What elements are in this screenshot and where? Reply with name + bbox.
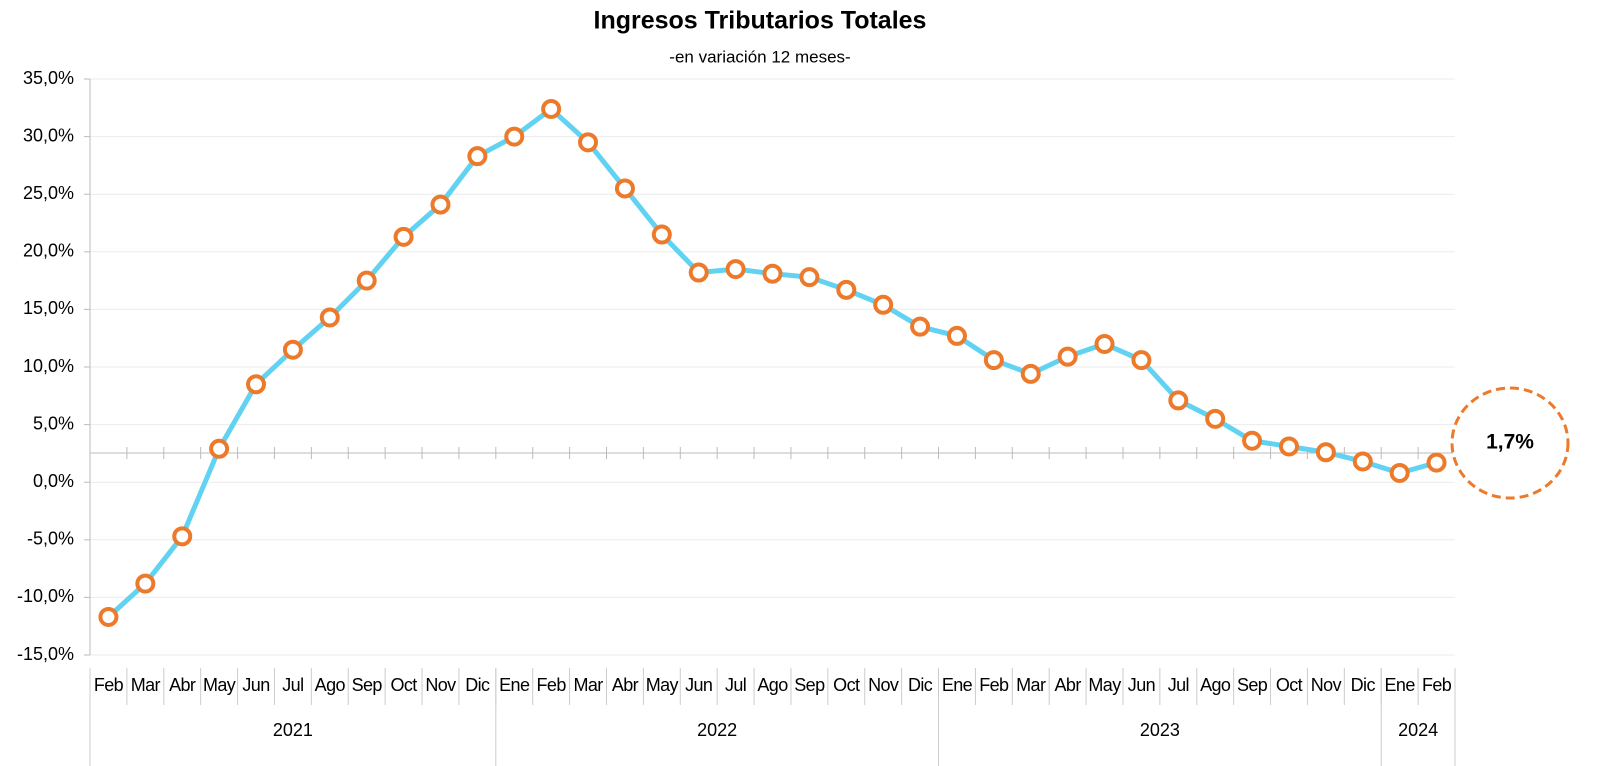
data-point (799, 267, 820, 288)
data-point (1352, 451, 1373, 472)
x-tick-label: Abr (169, 675, 196, 695)
x-tick-label: Nov (1311, 675, 1342, 695)
data-point (651, 224, 672, 245)
x-tick-label: Dic (1351, 675, 1376, 695)
x-tick-label: Ene (942, 675, 973, 695)
x-tick-label: Jun (1128, 675, 1155, 695)
x-tick-label: Dic (908, 675, 933, 695)
x-tick-label: Sep (352, 675, 383, 695)
data-point (504, 126, 525, 147)
x-tick-label: May (203, 675, 236, 695)
x-tick-label: Oct (390, 675, 417, 695)
x-tick-label: Dic (465, 675, 490, 695)
data-point (725, 259, 746, 280)
data-point (282, 339, 303, 360)
year-label: 2024 (1398, 720, 1438, 740)
x-tick-label: Ago (1200, 675, 1231, 695)
annotation: 1,7% (1486, 431, 1534, 454)
x-tick-label: Ago (757, 675, 788, 695)
data-point (172, 526, 193, 547)
data-point (541, 98, 562, 119)
y-tick-label: -15,0% (17, 644, 74, 664)
x-tick-label: Mar (131, 675, 161, 695)
data-point (614, 178, 635, 199)
x-tick-label: Sep (1237, 675, 1268, 695)
x-tick-label: Feb (94, 675, 124, 695)
data-point (319, 307, 340, 328)
x-tick-label: Abr (612, 675, 639, 695)
data-point (1426, 452, 1447, 473)
y-tick-label: -5,0% (27, 529, 74, 549)
data-point (946, 325, 967, 346)
x-tick-label: Ene (1385, 675, 1416, 695)
annotation-circle (1450, 386, 1570, 500)
data-point (910, 316, 931, 337)
data-point (1057, 346, 1078, 367)
data-point (430, 194, 451, 215)
data-point (467, 146, 488, 167)
x-tick-label: Oct (1276, 675, 1303, 695)
x-tick-label: May (646, 675, 679, 695)
y-tick-label: 30,0% (23, 125, 74, 145)
data-point (135, 573, 156, 594)
x-tick-label: Mar (1016, 675, 1046, 695)
y-tick-label: 25,0% (23, 183, 74, 203)
y-tick-label: 15,0% (23, 298, 74, 318)
x-tick-label: Sep (794, 675, 825, 695)
data-point (1168, 390, 1189, 411)
y-tick-label: 10,0% (23, 356, 74, 376)
x-tick-label: Jul (1168, 675, 1189, 695)
y-tick-label: 5,0% (33, 413, 74, 433)
data-point (873, 294, 894, 315)
data-point (246, 374, 267, 395)
y-tick-label: -10,0% (17, 586, 74, 606)
y-tick-label: 20,0% (23, 241, 74, 261)
data-point (1242, 430, 1263, 451)
x-tick-label: Jun (242, 675, 269, 695)
data-point (1094, 333, 1115, 354)
data-point (209, 438, 230, 459)
data-point (1315, 442, 1336, 463)
x-tick-label: Nov (868, 675, 899, 695)
year-label: 2023 (1140, 720, 1180, 740)
year-label: 2022 (697, 720, 737, 740)
data-point (1020, 363, 1041, 384)
x-tick-label: Abr (1055, 675, 1082, 695)
data-point (578, 132, 599, 153)
x-tick-label: May (1088, 675, 1121, 695)
year-label: 2021 (273, 720, 313, 740)
x-tick-label: Jul (282, 675, 303, 695)
x-tick-label: Jul (725, 675, 746, 695)
data-point (1389, 462, 1410, 483)
data-point (1131, 350, 1152, 371)
chart-subtitle: -en variación 12 meses- (669, 47, 850, 66)
x-tick-label: Ago (315, 675, 346, 695)
data-point (836, 279, 857, 300)
data-point (393, 226, 414, 247)
data-point (1205, 408, 1226, 429)
x-tick-label: Ene (499, 675, 530, 695)
y-tick-label: 0,0% (33, 471, 74, 491)
data-point (1278, 436, 1299, 457)
data-point (688, 262, 709, 283)
x-tick-label: Oct (833, 675, 860, 695)
data-point (98, 606, 119, 627)
x-tick-label: Jun (685, 675, 712, 695)
data-point (983, 350, 1004, 371)
x-tick-label: Mar (573, 675, 603, 695)
x-tick-label: Nov (425, 675, 456, 695)
x-tick-label: Feb (979, 675, 1009, 695)
series-line (106, 106, 1438, 619)
data-point (356, 270, 377, 291)
x-tick-label: Feb (537, 675, 567, 695)
y-tick-label: 35,0% (23, 68, 74, 88)
data-point (762, 263, 783, 284)
chart-title: Ingresos Tributarios Totales (594, 7, 927, 35)
x-tick-label: Feb (1422, 675, 1452, 695)
